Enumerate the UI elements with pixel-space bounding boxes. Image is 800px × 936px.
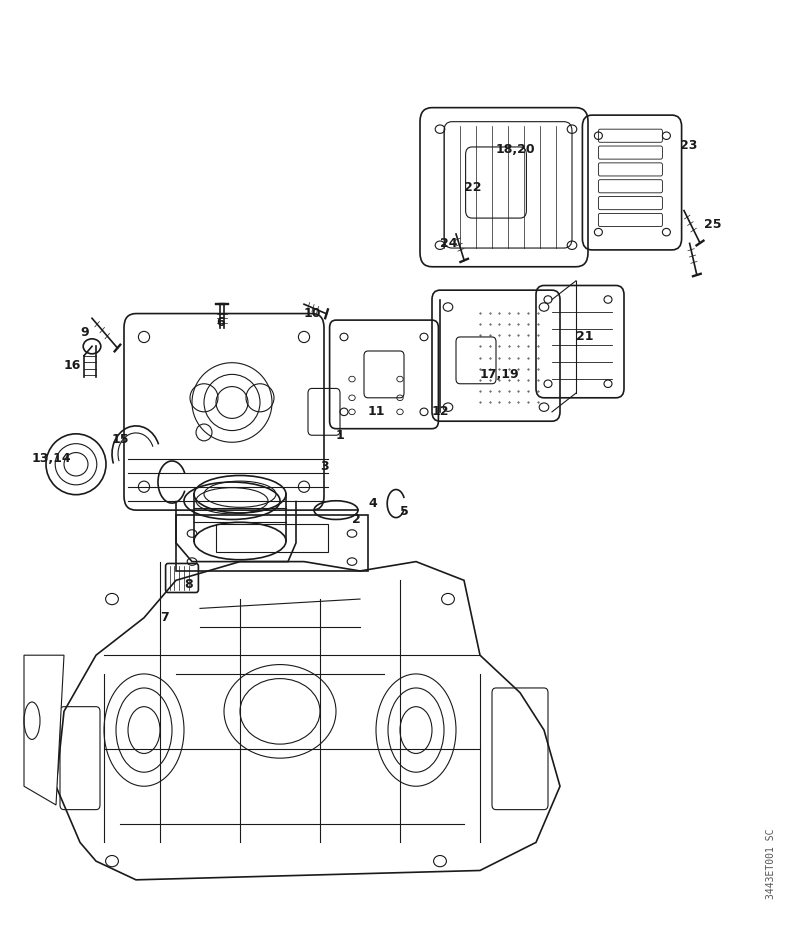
Text: 21: 21 [576,330,594,344]
Text: 24: 24 [440,237,458,250]
Text: 16: 16 [64,358,82,372]
Text: 3: 3 [320,460,329,473]
Text: 12: 12 [432,405,450,418]
Polygon shape [24,655,64,805]
Text: 22: 22 [464,181,482,194]
Text: 10: 10 [304,307,322,320]
Text: 5: 5 [400,505,409,518]
Text: 2: 2 [352,513,361,526]
Text: 1: 1 [336,429,345,442]
Text: 7: 7 [160,611,169,624]
Text: 25: 25 [704,218,722,231]
Text: 17,19: 17,19 [480,368,520,381]
Text: 8: 8 [184,578,193,592]
Polygon shape [56,562,560,880]
Text: 3443ET001 SC: 3443ET001 SC [766,828,776,899]
Text: 4: 4 [368,497,377,510]
Text: 13,14: 13,14 [32,452,72,465]
Text: 6: 6 [216,316,225,329]
Text: 15: 15 [112,433,130,446]
Text: 18,20: 18,20 [496,143,536,156]
Text: 9: 9 [80,326,89,339]
Text: 11: 11 [368,405,386,418]
Text: 23: 23 [680,139,698,152]
